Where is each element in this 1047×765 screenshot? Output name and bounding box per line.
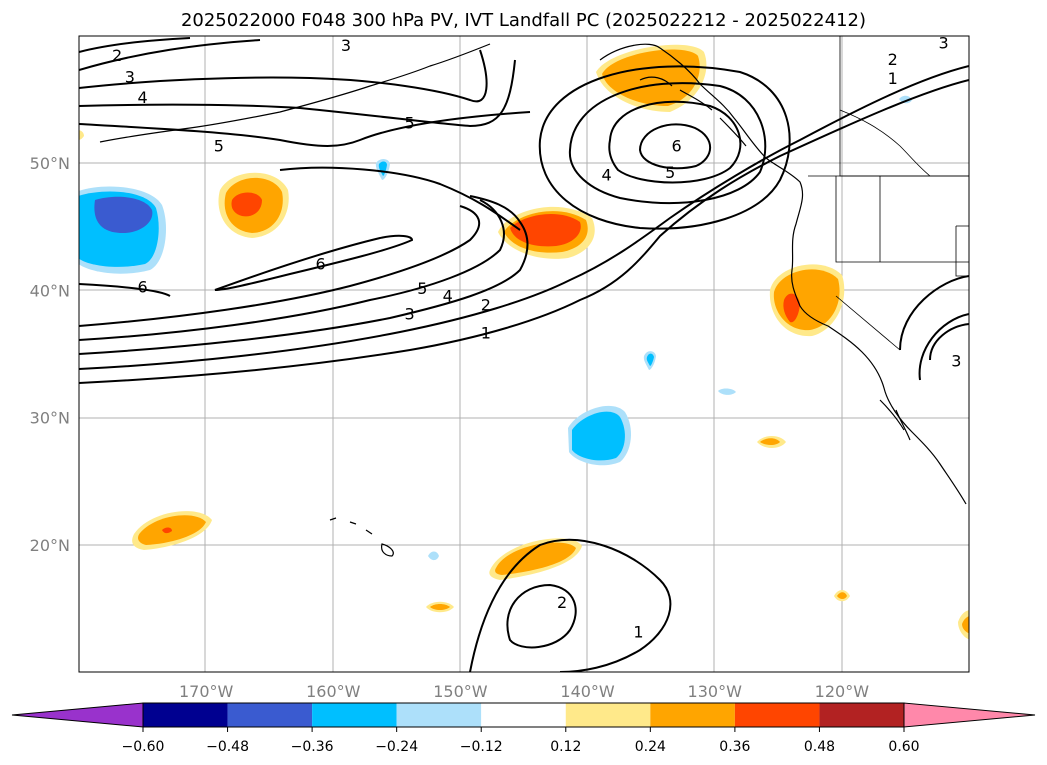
hawaiian-islands <box>329 517 394 557</box>
colorbar-tick-labels: −0.60 −0.48 −0.36 −0.24 −0.12 0.12 0.24 0.36 0.4… <box>122 727 920 755</box>
low-center-ring-2 <box>608 100 742 184</box>
contour-label: 6 <box>315 255 325 274</box>
contour-north-4 <box>79 59 516 128</box>
colorbar-segments <box>142 702 905 728</box>
contour-4 <box>79 199 505 341</box>
contour-label: 1 <box>481 323 491 342</box>
map-frame <box>78 35 970 673</box>
contour-north-3 <box>79 49 488 103</box>
lat-tick-label: 30°N <box>30 409 70 428</box>
contour-label: 2 <box>112 46 122 65</box>
colorbar-tick-label: −0.24 <box>375 739 418 755</box>
colorbar-segment <box>481 703 566 727</box>
lat-tick-label: 50°N <box>30 154 70 173</box>
contour-north-5 <box>79 111 531 147</box>
contour-label: 6 <box>137 278 147 297</box>
south-low-outer <box>469 538 672 672</box>
lon-tick-label: 140°W <box>560 682 615 701</box>
contour-label: 3 <box>125 68 135 87</box>
state-borders <box>808 36 969 351</box>
colorbar-segment <box>650 703 735 727</box>
colorbar-segment <box>143 703 228 727</box>
contour-6-west <box>79 283 171 297</box>
contour-north-2 <box>79 39 261 71</box>
contour-6-ridge <box>214 234 414 291</box>
contour-label: 5 <box>665 163 675 182</box>
colorbar-tick-label: 0.36 <box>719 739 750 755</box>
contour-label: 5 <box>417 279 427 298</box>
colorbar-tick-label: 0.48 <box>804 739 835 755</box>
contour-3 <box>79 195 529 355</box>
contour-5 <box>79 205 481 327</box>
contour-label: 5 <box>214 136 224 155</box>
colorbar-tick-label: −0.12 <box>460 739 503 755</box>
colorbar-segment <box>227 703 313 727</box>
colorbar: −0.60 −0.48 −0.36 −0.24 −0.12 0.12 0.24 0.36 0.4… <box>11 702 1036 755</box>
contour-label: 6 <box>671 136 681 155</box>
contour-label: 2 <box>481 295 491 314</box>
map-title: 2025022000 F048 300 hPa PV, IVT Landfall… <box>180 10 867 31</box>
trough-contour <box>279 166 521 231</box>
pv-contours <box>79 37 969 672</box>
latitude-tick-labels: 50°N 40°N 30°N 20°N <box>30 154 70 555</box>
contour-label: 4 <box>443 286 453 305</box>
contour-label: 1 <box>888 69 898 88</box>
contour-1 <box>79 79 969 384</box>
contour-label: 1 <box>633 622 643 641</box>
colorbar-tick-label: 0.24 <box>635 739 666 755</box>
lon-tick-label: 160°W <box>306 682 361 701</box>
colorbar-tick-label: −0.48 <box>206 739 249 755</box>
colorbar-segment <box>734 703 820 727</box>
low-center-ring-1 <box>638 123 712 170</box>
colorbar-tick-label: −0.60 <box>122 739 165 755</box>
colorbar-segment <box>312 703 397 727</box>
contour-label: 4 <box>137 88 147 107</box>
contour-label: 3 <box>341 36 351 55</box>
pv-anomaly-shading <box>79 44 969 640</box>
baja-coast <box>879 399 911 441</box>
lon-tick-label: 130°W <box>688 682 743 701</box>
colorbar-segment <box>396 703 482 727</box>
southeast-low <box>899 275 969 381</box>
colorbar-segment <box>819 703 904 727</box>
south-low-inner <box>506 583 577 649</box>
contour-2 <box>79 65 969 370</box>
lat-tick-label: 40°N <box>30 281 70 300</box>
lon-tick-label: 150°W <box>433 682 488 701</box>
colorbar-segment <box>565 703 651 727</box>
colorbar-over-arrow <box>903 702 1036 728</box>
colorbar-tick-label: −0.36 <box>291 739 334 755</box>
contour-label: 2 <box>888 50 898 69</box>
lon-tick-label: 170°W <box>179 682 234 701</box>
contour-label: 2 <box>557 593 567 612</box>
aleutian-islands <box>99 43 491 143</box>
lat-tick-label: 20°N <box>30 536 70 555</box>
colorbar-tick-label: 0.12 <box>550 739 581 755</box>
low-center-ring-3 <box>568 82 767 204</box>
contour-label: 3 <box>951 351 961 370</box>
longitude-tick-labels: 170°W 160°W 150°W 140°W 130°W 120°W <box>179 682 869 701</box>
contour-label: 3 <box>938 33 948 52</box>
contour-label: 4 <box>602 166 612 185</box>
lon-tick-label: 120°W <box>815 682 870 701</box>
colorbar-tick-label: 0.60 <box>888 739 919 755</box>
contour-label: 3 <box>404 304 414 323</box>
contour-label: 5 <box>404 113 414 132</box>
contour-north-1 <box>79 37 191 53</box>
colorbar-under-arrow <box>11 702 144 728</box>
low-center-ring-4 <box>538 65 791 230</box>
